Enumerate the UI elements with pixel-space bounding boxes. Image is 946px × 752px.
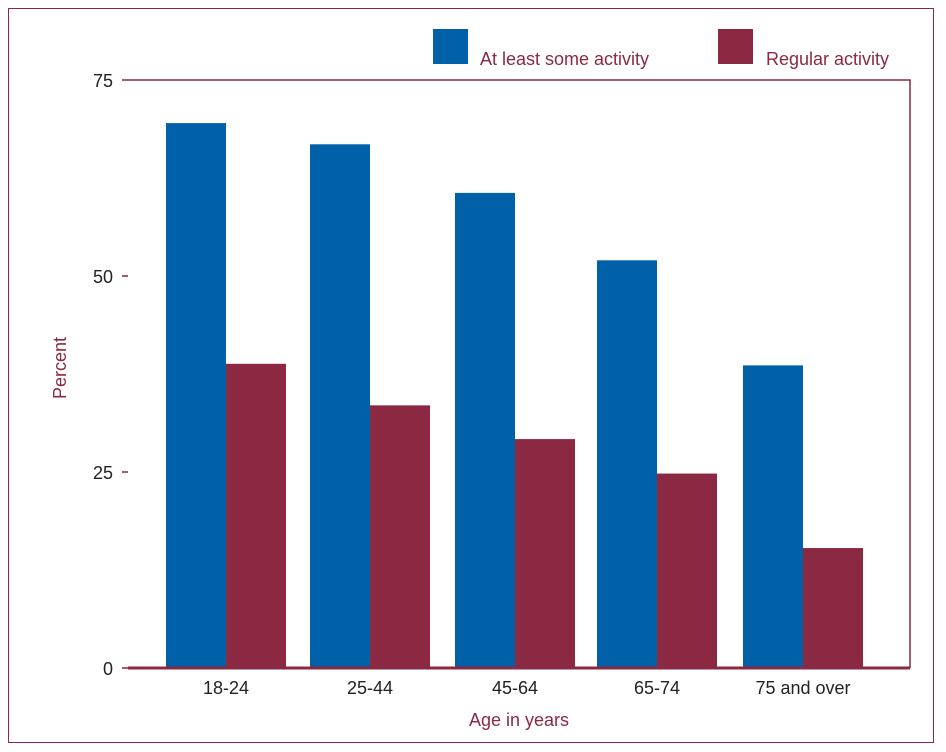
y-tick-label: 0 xyxy=(103,659,113,679)
y-axis: 0 25 50 75 xyxy=(93,71,128,679)
bar-regular-activity-1 xyxy=(370,405,430,668)
x-tick-label: 65-74 xyxy=(634,678,680,698)
legend-swatch-some xyxy=(433,29,468,64)
bar-regular-activity-3 xyxy=(657,473,717,668)
bar-some-activity-3 xyxy=(597,260,657,668)
bar-some-activity-4 xyxy=(743,365,803,668)
x-tick-label: 45-64 xyxy=(492,678,538,698)
legend-label-regular: Regular activity xyxy=(766,49,889,69)
y-tick-label: 75 xyxy=(93,71,113,91)
bar-some-activity-2 xyxy=(455,192,515,668)
x-axis-title: Age in years xyxy=(469,710,569,730)
x-tick-label: 18-24 xyxy=(203,678,249,698)
bar-regular-activity-2 xyxy=(515,439,575,668)
legend-label-some: At least some activity xyxy=(480,49,649,69)
bars xyxy=(166,123,863,669)
legend: At least some activity Regular activity xyxy=(433,29,889,69)
y-axis-title: Percent xyxy=(50,337,70,399)
bar-some-activity-1 xyxy=(310,144,370,669)
bar-regular-activity-0 xyxy=(226,363,286,668)
x-tick-label: 75 and over xyxy=(755,678,850,698)
bar-some-activity-0 xyxy=(166,123,226,669)
bar-regular-activity-4 xyxy=(803,548,863,668)
x-axis: 18-24 25-44 45-64 65-74 75 and over xyxy=(203,678,851,698)
plot-border xyxy=(128,79,911,668)
legend-swatch-regular xyxy=(718,29,753,64)
x-tick-label: 25-44 xyxy=(347,678,393,698)
y-tick-label: 25 xyxy=(93,463,113,483)
y-tick-label: 50 xyxy=(93,267,113,287)
